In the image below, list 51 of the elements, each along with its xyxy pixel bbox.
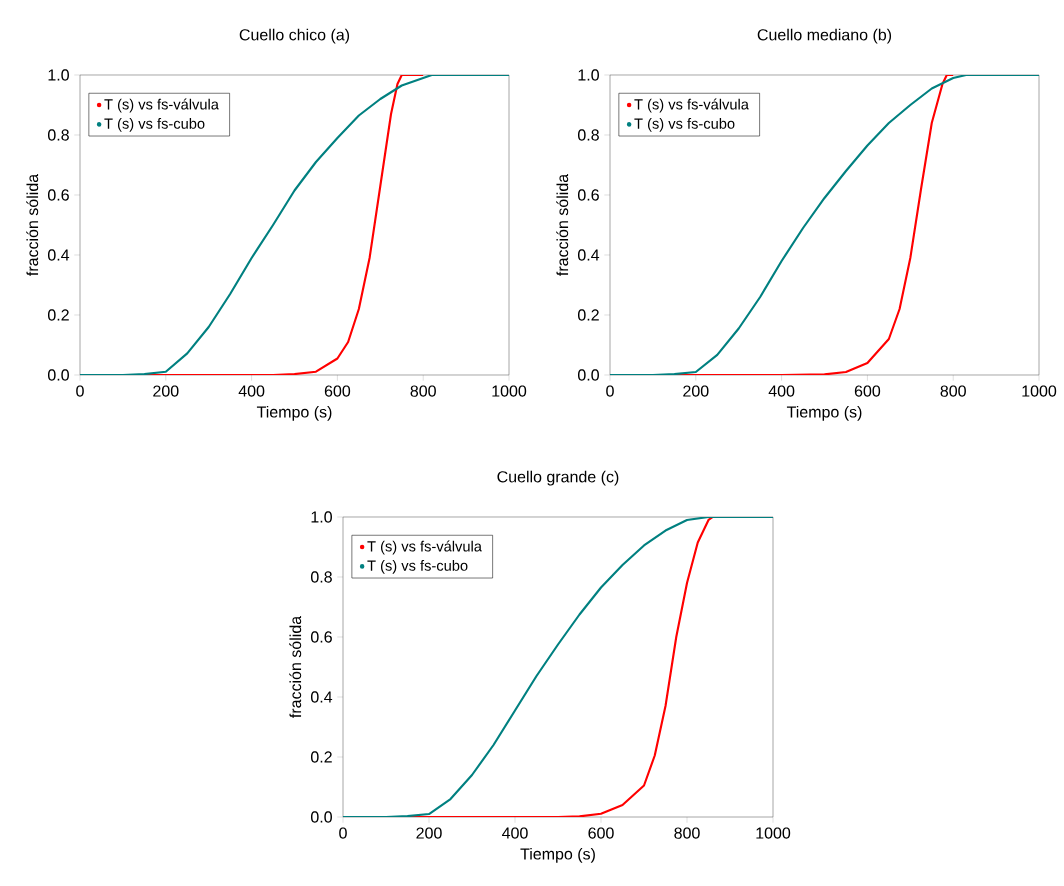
y-axis-title: fracción sólida [289, 615, 302, 718]
y-tick-label: 0.8 [47, 129, 69, 141]
chart-title: Cuello grande (c) [497, 470, 619, 486]
y-tick-label: 0.6 [47, 189, 69, 201]
x-tick-label: 800 [674, 827, 700, 839]
legend-label: T (s) vs fs-válvula [104, 98, 219, 113]
legend-label: T (s) vs fs-cubo [104, 118, 205, 132]
x-axis-title: Tiempo (s) [256, 405, 332, 421]
y-tick-label: 0.8 [577, 129, 599, 141]
x-tick-label: 0 [76, 385, 84, 397]
y-axis-title: fracción sólida [26, 173, 39, 276]
y-tick-label: 0.2 [310, 751, 332, 763]
x-tick-label: 0 [339, 827, 347, 839]
y-tick-label: 0.0 [47, 369, 69, 381]
y-tick-label: 0.2 [577, 309, 599, 321]
y-tick-label: 0.6 [310, 631, 332, 643]
y-tick-label: 0.4 [577, 249, 600, 261]
y-tick-label: 0.8 [310, 571, 332, 583]
legend-label: T (s) vs fs-válvula [367, 540, 482, 555]
legend-label: T (s) vs fs-cubo [634, 118, 735, 132]
chart-title: Cuello chico (a) [239, 28, 350, 44]
y-tick-label: 0.0 [577, 369, 599, 381]
x-tick-label: 600 [588, 827, 614, 839]
x-tick-label: 200 [416, 827, 442, 839]
y-tick-label: 0.0 [310, 811, 332, 823]
x-tick-label: 1000 [1022, 385, 1057, 397]
x-tick-label: 800 [940, 385, 966, 397]
y-tick-label: 0.2 [47, 309, 69, 321]
x-tick-label: 200 [153, 385, 179, 397]
x-tick-label: 600 [324, 385, 351, 397]
x-axis-title: Tiempo (s) [520, 847, 595, 863]
y-axis-title: fracción sólida [556, 173, 569, 276]
x-tick-label: 1000 [756, 827, 791, 839]
x-tick-label: 400 [768, 385, 795, 397]
y-tick-label: 0.4 [310, 691, 333, 703]
legend-label: T (s) vs fs-cubo [367, 560, 468, 574]
x-tick-label: 400 [238, 385, 265, 397]
x-tick-label: 0 [606, 385, 614, 397]
y-tick-label: 0.6 [577, 189, 599, 201]
y-tick-label: 0.4 [47, 249, 70, 261]
x-tick-label: 200 [683, 385, 709, 397]
y-tick-label: 1.0 [48, 69, 69, 81]
y-tick-label: 1.0 [311, 511, 332, 523]
x-axis-title: Tiempo (s) [786, 405, 862, 421]
y-tick-label: 1.0 [578, 69, 599, 81]
x-tick-label: 800 [410, 385, 436, 397]
legend-label: T (s) vs fs-válvula [634, 98, 749, 113]
x-tick-label: 600 [854, 385, 881, 397]
chart-title: Cuello mediano (b) [757, 28, 892, 44]
x-tick-label: 1000 [492, 385, 527, 397]
x-tick-label: 400 [502, 827, 528, 839]
